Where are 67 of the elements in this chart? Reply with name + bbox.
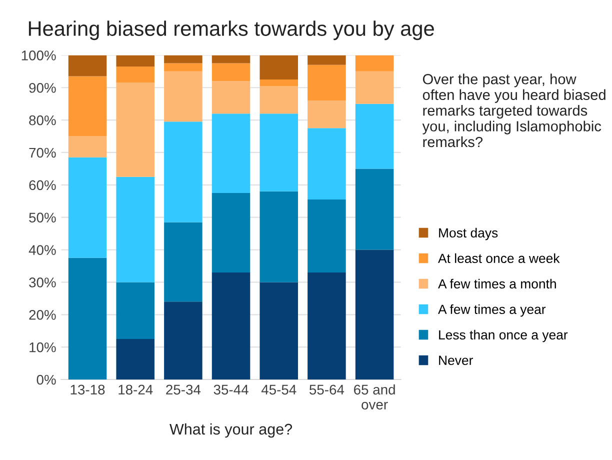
bar [68, 136, 107, 158]
bar [212, 55, 250, 64]
bar [260, 80, 298, 86]
legend-label: A few times a month [438, 278, 556, 289]
bar [308, 272, 346, 380]
bar [212, 193, 250, 272]
chart-title: Hearing biased remarks towards you by age [28, 20, 434, 40]
bar [116, 282, 154, 339]
bar [260, 114, 298, 192]
bar [260, 282, 298, 380]
legend-label: Never [439, 356, 473, 366]
bar [116, 66, 154, 83]
bar [308, 55, 346, 65]
legend-title: Over the past year, how often have you heard biased remarks targeted towards you, including Islamophobic remarks? [422, 74, 606, 148]
y-tick-label: 30% [29, 278, 56, 288]
bar [68, 258, 107, 380]
legend-label: At least once a week [438, 253, 560, 264]
bar [260, 191, 298, 282]
bar [68, 76, 107, 136]
bar [308, 200, 346, 272]
y-tick-label: 70% [29, 148, 56, 158]
bar [355, 55, 394, 72]
bar [68, 55, 107, 76]
bar [164, 302, 202, 380]
y-tick-label: 50% [29, 212, 56, 223]
x-tick-label: 35-44 [214, 384, 248, 395]
bar [164, 222, 202, 302]
bar [164, 55, 202, 64]
bar [212, 81, 250, 114]
bar [355, 168, 394, 250]
bar [116, 176, 154, 282]
bar [116, 82, 154, 177]
bar [164, 122, 202, 222]
bar [355, 250, 394, 380]
bar [212, 114, 250, 194]
bar [164, 71, 202, 122]
y-tick-label: 40% [28, 245, 56, 255]
y-tick-label: 10% [30, 342, 56, 352]
bar [212, 63, 250, 82]
y-tick-label: 90% [29, 82, 56, 93]
x-axis-title: What is your age? [170, 423, 292, 438]
y-tick-label: 60% [29, 180, 56, 190]
bar [116, 55, 154, 67]
y-tick-label: 100% [22, 50, 56, 60]
bar [116, 338, 154, 380]
legend-label: Most days [439, 228, 498, 240]
legend-label: A few times a year [438, 304, 546, 317]
bar [308, 128, 346, 200]
bar [308, 100, 346, 128]
x-tick-label: 65 and over [354, 384, 395, 410]
bar [308, 64, 346, 101]
y-tick-label: 80% [29, 115, 56, 126]
x-tick-label: 13-18 [70, 384, 105, 395]
y-tick-label: 20% [29, 310, 56, 320]
y-tick-label: 0% [36, 374, 56, 385]
bar [355, 71, 394, 104]
x-tick-label: 18-24 [118, 384, 153, 395]
bar [68, 157, 107, 258]
x-tick-label: 25-34 [166, 384, 201, 395]
bar [212, 272, 250, 380]
bar [164, 63, 202, 72]
legend-label: Less than once a year [439, 330, 568, 342]
bar [260, 86, 298, 114]
bar [355, 104, 394, 169]
x-tick-label: 55-64 [310, 384, 344, 395]
x-tick-label: 45-54 [261, 384, 296, 395]
bar [260, 55, 298, 80]
